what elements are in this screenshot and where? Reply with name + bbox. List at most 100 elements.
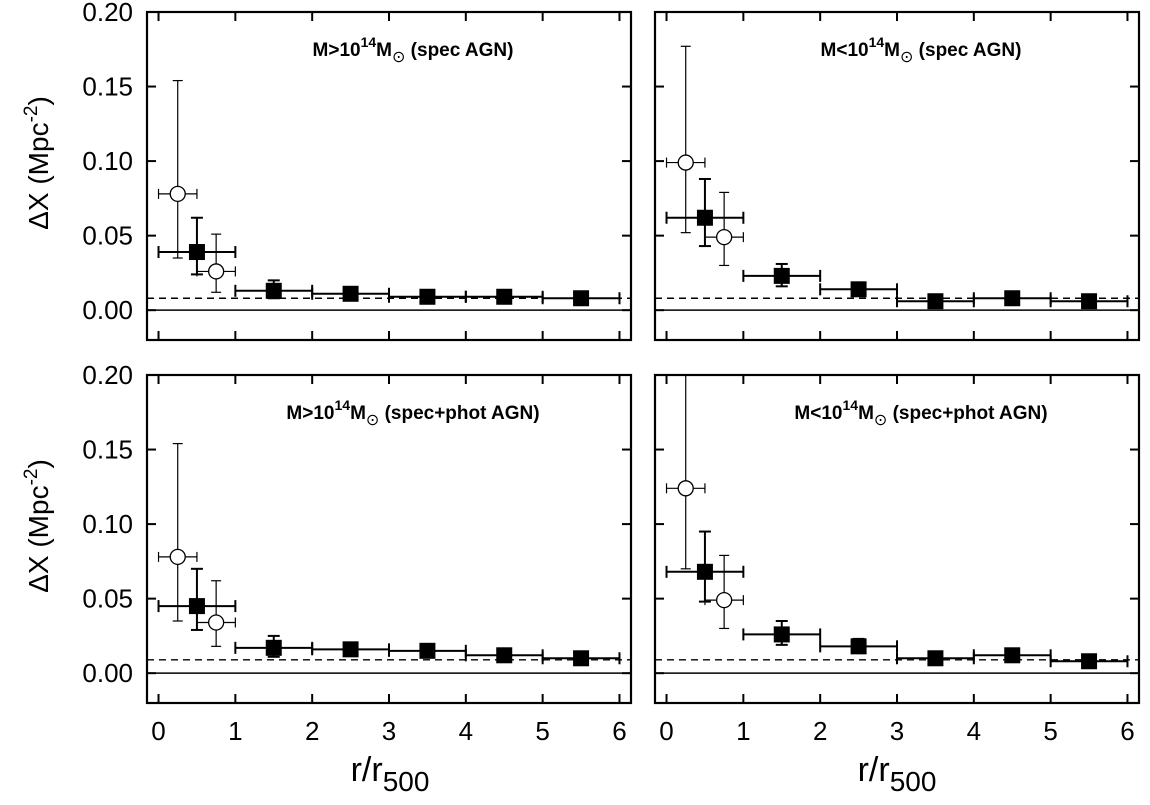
data-point-square [541,650,621,667]
panels: 0.000.050.100.150.20M>1014M⊙ (spec AGN) M… [82,0,1141,746]
y-axis-label-text: ΔX (Mpc [23,122,54,229]
panel-title-unit: M [884,40,900,61]
panel-title-unit: M [858,403,874,424]
x-tick-label: 5 [1043,716,1057,746]
x-tick-label: 1 [736,716,750,746]
data-point-square [541,290,621,307]
marker-square [773,267,790,284]
y-tick-label: 0.00 [82,658,133,688]
marker-circle [677,480,694,497]
data-point-circle [196,233,236,293]
plot-frame [145,373,633,705]
x-tick-label: 0 [659,716,673,746]
panel-title: M<1014M⊙ (spec+phot AGN) [794,397,1047,429]
panel-title-sun-symbol: ⊙ [900,49,913,66]
plot-frame [653,373,1141,705]
x-tick-label: 6 [1120,716,1134,746]
data-point-circle [704,554,744,630]
panel-title: M>1014M⊙ (spec+phot AGN) [286,397,539,429]
data-point-square [388,642,467,659]
data-layer [157,442,621,667]
panel-title-sun-symbol: ⊙ [392,49,405,66]
data-point-square [234,634,314,658]
panel-title-unit: M [376,40,392,61]
data-point-square [157,216,237,276]
y-axis-label-close: ) [23,96,54,105]
panel-title-sun-symbol: ⊙ [874,412,887,429]
marker-circle [169,548,186,566]
x-tick-label: 3 [382,716,396,746]
data-point-square [464,288,544,305]
marker-square [419,288,436,305]
x-tick-label: 1 [228,716,242,746]
y-tick-label: 0.05 [82,584,133,614]
x-tick-label: 4 [967,716,981,746]
marker-square [850,281,867,298]
data-point-square [972,647,1052,664]
x-axis-label-left: r/r500 [351,751,430,797]
plot-frame [145,10,633,342]
data-point-square [742,262,822,288]
data-point-square [388,288,467,305]
panel-title-exponent: 14 [361,34,377,50]
data-layer [157,79,621,307]
marker-square [1081,653,1098,670]
marker-square [696,563,713,580]
marker-circle [207,263,225,280]
x-axis-label-text: r/r [351,751,383,789]
marker-square [188,598,205,615]
data-point-square [311,641,390,658]
y-tick-label: 0.20 [82,0,133,27]
data-point-square [311,285,390,302]
panel-title-exponent: 14 [869,34,885,50]
data-point-square [896,650,975,667]
y-tick-label: 0.05 [82,221,133,251]
panel-title-sample: (spec AGN) [405,40,513,61]
panel-title-mass: M<10 [821,40,869,61]
data-point-square [1049,653,1129,670]
y-axis-label-exponent: -2 [21,106,42,123]
y-tick-label: 0.10 [82,146,133,176]
data-point-square [972,290,1052,307]
marker-circle [715,228,733,246]
data-point-circle [157,79,198,259]
marker-circle [715,591,733,609]
data-point-square [819,637,898,655]
x-tick-label: 6 [612,716,626,746]
marker-square [1081,293,1098,310]
data-point-square [464,647,544,664]
y-axis-label-exponent: -2 [21,469,42,486]
x-tick-label: 0 [151,716,165,746]
panel-top-right: M<1014M⊙ (spec AGN) [653,10,1141,342]
panel-bottom-left: 0 1 2 3 4 5 6 0.00 0.05 0.10 0.15 0.20 M>1014M⊙ (spe… [82,360,633,746]
panel-title-exponent: 14 [842,397,858,413]
data-point-circle [157,442,198,622]
marker-square [1004,647,1021,664]
panel-title-sample: (spec+phot AGN) [887,403,1047,424]
data-layer [665,45,1129,310]
x-tick-label: 3 [890,716,904,746]
panel-title-sample: (spec+phot AGN) [379,403,539,424]
y-tick-label: 0.10 [82,509,133,539]
data-point-square [157,567,237,631]
data-point-square [234,279,314,300]
x-tick-label: 2 [813,716,827,746]
marker-square [419,642,436,659]
marker-square [696,209,713,226]
panel-title-unit: M [350,403,366,424]
marker-square [496,288,513,305]
data-point-square [665,530,745,603]
marker-square [342,285,359,302]
data-point-circle [704,191,744,267]
y-axis-label-bottom: ΔX (Mpc-2) [21,459,54,593]
marker-square [265,639,282,656]
marker-square [850,638,867,655]
marker-square [265,282,282,299]
x-tick-label: 2 [305,716,319,746]
data-point-square [819,281,898,298]
panel-title-sun-symbol: ⊙ [366,412,379,429]
data-point-circle [665,45,706,234]
y-tick-label: 0.15 [82,435,133,465]
data-point-circle [196,580,236,647]
